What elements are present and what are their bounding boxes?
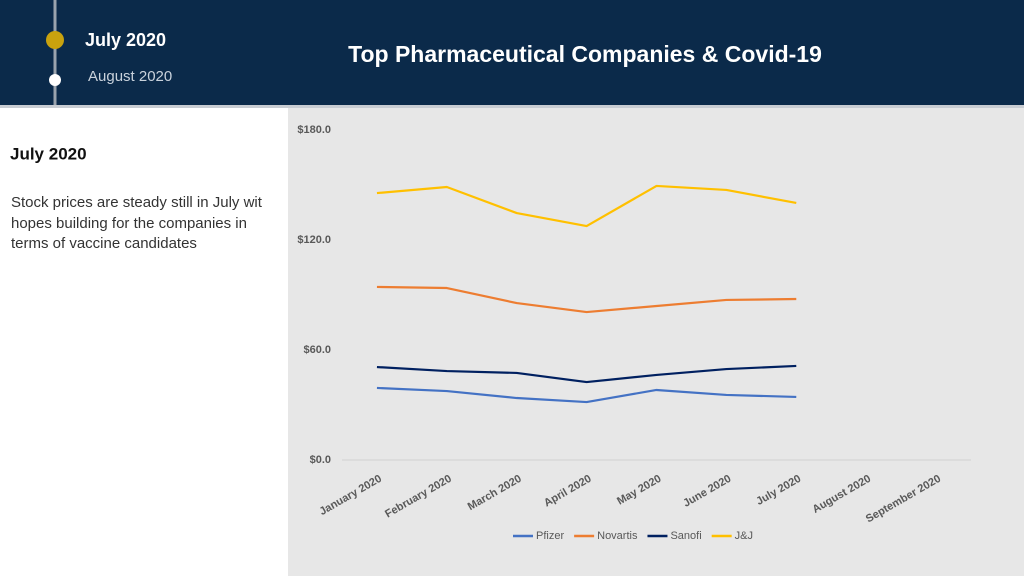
legend-label: J&J [735,530,753,542]
timeline-dot-active[interactable] [46,31,64,49]
timeline-item[interactable]: July 2020 [85,30,166,50]
sidebar-heading: July 2020 [10,144,87,163]
timeline-item[interactable]: August 2020 [88,68,172,85]
sidebar-text: Stock prices are steady still in July wi… [11,194,262,252]
legend-label: Pfizer [536,530,564,542]
y-tick-label: $180.0 [297,124,331,136]
y-tick-label: $60.0 [303,344,331,356]
y-tick-label: $0.0 [310,454,331,466]
legend-label: Sanofi [670,530,701,542]
y-tick-label: $120.0 [297,234,331,246]
series-line [376,184,797,228]
legend-label: Novartis [597,530,638,542]
header-bar [0,0,1024,105]
slide-title: Top Pharmaceutical Companies & Covid-19 [348,41,822,67]
series-line [376,386,797,404]
series-line [376,285,797,314]
timeline-dot[interactable] [49,74,61,86]
series-line [376,364,797,384]
header-rule [0,105,1024,108]
